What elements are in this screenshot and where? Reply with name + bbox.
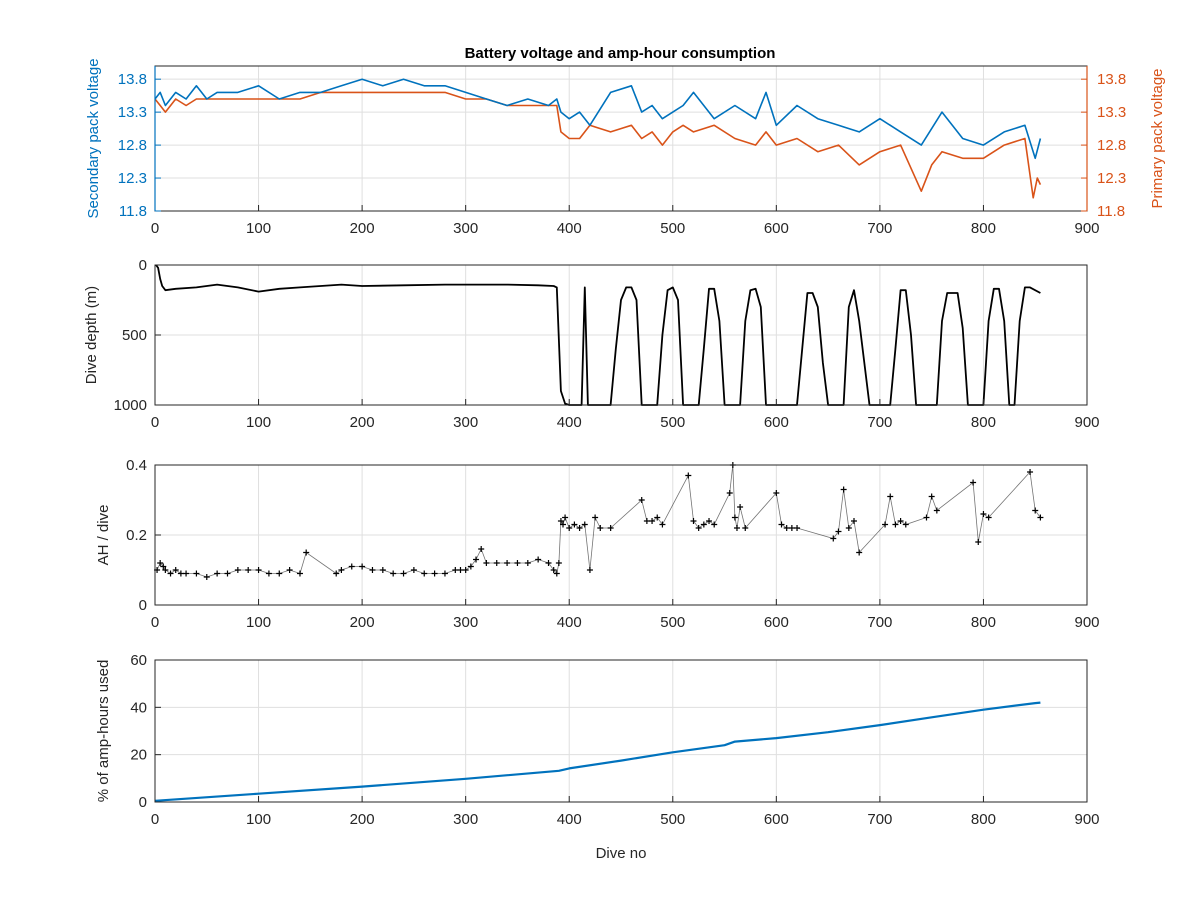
left-y-tick-label: 13.3 — [118, 104, 147, 121]
secondary-voltage-line — [154, 78, 1042, 160]
x-tick-label: 500 — [660, 220, 685, 237]
x-tick-label: 100 — [246, 811, 271, 828]
x-tick-label: 400 — [557, 414, 582, 431]
x-tick-label: 600 — [764, 811, 789, 828]
depth-panel: 0 100 200 300 400 500 600 700 800 900 0 500 1000 Div… — [83, 257, 1100, 431]
x-tick-label: 900 — [1074, 414, 1099, 431]
x-tick-label: 800 — [971, 811, 996, 828]
x-axis-label: Dive no — [596, 845, 647, 862]
x-tick-label: 700 — [867, 614, 892, 631]
x-tick-label: 200 — [350, 220, 375, 237]
x-tick-label: 900 — [1074, 811, 1099, 828]
x-tick-label: 200 — [350, 414, 375, 431]
x-tick-label: 600 — [764, 614, 789, 631]
x-tick-label: 900 — [1074, 220, 1099, 237]
ah-axis-label: AH / dive — [95, 505, 112, 566]
x-tick-label: 400 — [557, 811, 582, 828]
right-y-tick-label: 12.3 — [1097, 170, 1126, 187]
right-y-tick-label: 13.3 — [1097, 104, 1126, 121]
x-tick-label: 700 — [867, 811, 892, 828]
x-tick-label: 600 — [764, 414, 789, 431]
x-tick-label: 800 — [971, 614, 996, 631]
x-tick-label: 700 — [867, 220, 892, 237]
y-tick-label: 20 — [130, 747, 147, 764]
x-tick-label: 900 — [1074, 614, 1099, 631]
secondary-voltage-axis-label: Secondary pack voltage — [85, 58, 102, 218]
right-y-tick-label: 12.8 — [1097, 137, 1126, 154]
amp-hours-axis-label: % of amp-hours used — [95, 660, 112, 803]
right-y-tick-label: 11.8 — [1097, 203, 1125, 220]
primary-voltage-line — [154, 91, 1042, 199]
ah-panel: 0 100 200 300 400 500 600 700 800 900 0 0.2 0.4 AH /… — [95, 457, 1100, 631]
right-y-tick-label: 13.8 — [1097, 71, 1126, 88]
left-y-tick-label: 12.8 — [118, 137, 147, 154]
depth-axis-label: Dive depth (m) — [83, 286, 100, 384]
left-y-tick-label: 11.8 — [119, 203, 147, 220]
x-tick-label: 200 — [350, 811, 375, 828]
x-tick-label: 800 — [971, 220, 996, 237]
x-tick-label: 800 — [971, 414, 996, 431]
x-tick-label: 0 — [151, 414, 159, 431]
x-tick-label: 500 — [660, 414, 685, 431]
depth-line — [155, 264, 1041, 406]
x-tick-label: 500 — [660, 614, 685, 631]
x-tick-label: 600 — [764, 220, 789, 237]
x-tick-label: 100 — [246, 220, 271, 237]
x-tick-label: 400 — [557, 614, 582, 631]
x-tick-label: 300 — [453, 614, 478, 631]
x-tick-label: 100 — [246, 614, 271, 631]
y-tick-label: 0.2 — [126, 527, 147, 544]
x-tick-label: 700 — [867, 414, 892, 431]
x-tick-label: 0 — [151, 220, 159, 237]
x-tick-label: 200 — [350, 614, 375, 631]
left-y-tick-label: 12.3 — [118, 170, 147, 187]
y-tick-label: 40 — [130, 699, 147, 716]
x-tick-label: 400 — [557, 220, 582, 237]
x-tick-label: 500 — [660, 811, 685, 828]
primary-voltage-axis-label: Primary pack voltage — [1149, 68, 1166, 208]
y-tick-label: 0 — [139, 597, 147, 614]
y-tick-label: 0.4 — [126, 457, 147, 474]
y-tick-label: 60 — [130, 652, 147, 669]
x-tick-label: 300 — [453, 414, 478, 431]
x-tick-label: 0 — [151, 811, 159, 828]
y-tick-label: 500 — [122, 327, 147, 344]
y-tick-label: 0 — [139, 794, 147, 811]
x-tick-label: 300 — [453, 220, 478, 237]
x-tick-label: 0 — [151, 614, 159, 631]
left-y-tick-label: 13.8 — [118, 71, 147, 88]
amp-hours-line — [154, 701, 1041, 802]
x-tick-label: 300 — [453, 811, 478, 828]
y-tick-label: 1000 — [114, 397, 147, 414]
chart-title: Battery voltage and amp-hour consumption — [465, 45, 776, 62]
amp-hours-panel-frame — [154, 659, 1088, 803]
ah-trace — [156, 464, 1041, 578]
y-tick-label: 0 — [139, 257, 147, 274]
amp-hours-panel: 0 100 200 300 400 500 600 700 800 900 0 20 40 60 % of… — [95, 652, 1100, 862]
x-tick-label: 100 — [246, 414, 271, 431]
voltage-panel: 0 100 200 300 400 500 600 700 800 90011.812.312.8… — [85, 58, 1166, 237]
